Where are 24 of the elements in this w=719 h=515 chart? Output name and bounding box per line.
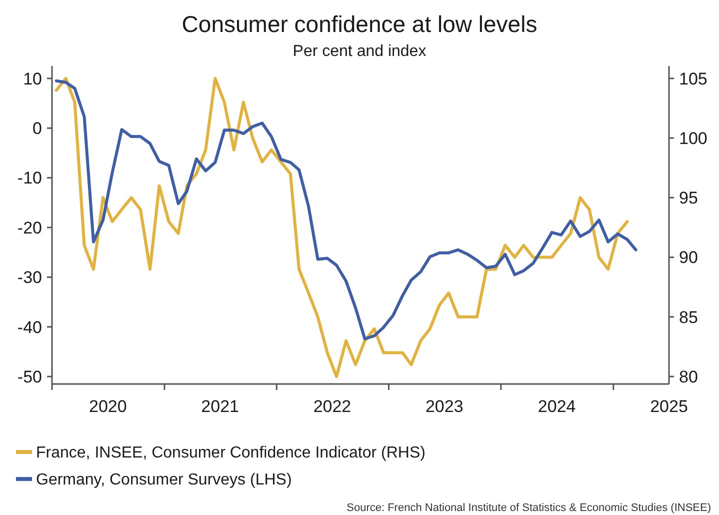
y-tick-label: -30 [17,268,42,288]
y-tick-label: -20 [17,218,42,238]
x-tick-label: 2024 [538,397,576,416]
source-note: Source: French National Institute of Statistics & Economic Studies (INSEE) [346,502,711,514]
y-tick-label: -40 [17,318,42,337]
x-tick-label: 2020 [89,397,127,416]
y2-tick-label: 100 [679,128,708,148]
legend-label: France, INSEE, Consumer Confidence Indicator (RHS) [36,444,426,462]
x-tick-label: 2021 [201,397,239,416]
chart-subtitle: Per cent and index [292,43,426,60]
y2-tick-label: 90 [679,248,698,268]
y-tick-label: 10 [23,69,42,88]
y-tick-label: -10 [17,168,42,188]
y-tick-label: -50 [17,367,42,386]
x-tick-label: 2025 [650,397,688,416]
legend-label: Germany, Consumer Surveys (LHS) [36,472,292,489]
y2-tick-label: 80 [679,367,698,386]
chart-title: Consumer confidence at low levels [182,11,538,37]
y2-tick-label: 85 [679,308,698,327]
x-tick-label: 2023 [425,397,464,416]
y2-tick-label: 105 [679,69,708,88]
x-tick-label: 2022 [313,397,352,416]
y2-tick-label: 95 [679,188,698,208]
y-tick-label: 0 [32,119,42,138]
